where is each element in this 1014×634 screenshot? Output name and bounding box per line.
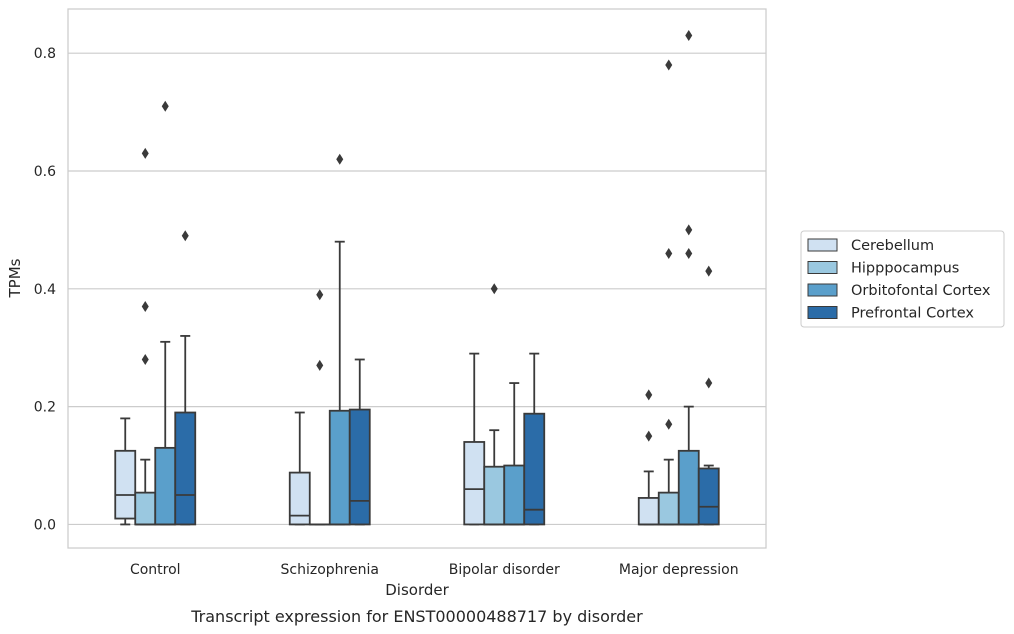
x-tick-labels: Control Schizophrenia Bipolar disorder Majo… bbox=[130, 562, 739, 578]
y-axis-title: TPMs bbox=[6, 258, 24, 298]
box-control-prefrontal-cortex bbox=[174, 230, 197, 526]
box-body bbox=[114, 449, 137, 520]
y-tick-label: 0.6 bbox=[34, 164, 56, 180]
outlier-point bbox=[685, 224, 693, 236]
x-tick-label: Schizophrenia bbox=[281, 562, 379, 578]
box-body bbox=[463, 441, 486, 526]
box-body bbox=[677, 449, 700, 526]
outlier-point bbox=[705, 377, 713, 389]
box-body bbox=[288, 471, 311, 526]
box-body bbox=[697, 467, 720, 526]
legend-frame bbox=[800, 230, 1005, 328]
x-tick-label: Control bbox=[130, 562, 181, 578]
outlier-point bbox=[665, 59, 673, 71]
outlier-point bbox=[141, 353, 149, 365]
box-body bbox=[523, 412, 546, 526]
y-tick-label: 0.0 bbox=[34, 517, 56, 533]
legend-swatch bbox=[807, 306, 838, 319]
box-body bbox=[328, 409, 351, 526]
box-body bbox=[174, 411, 197, 526]
outlier-point bbox=[161, 100, 169, 112]
box-body bbox=[483, 465, 506, 526]
outlier-point bbox=[705, 265, 713, 277]
outlier-point bbox=[645, 430, 653, 442]
y-tick-labels: 0.0 0.2 0.4 0.6 0.8 bbox=[34, 46, 56, 533]
box-body bbox=[348, 408, 371, 526]
box-bipolar-disorder-prefrontal-cortex bbox=[523, 352, 546, 526]
outlier-point bbox=[336, 153, 344, 165]
box-control-orbitofontal-cortex bbox=[154, 100, 177, 526]
box-body bbox=[637, 497, 660, 526]
legend-label: Hipppocampus bbox=[851, 261, 959, 277]
chart-caption: Transcript expression for ENST0000048871… bbox=[190, 607, 643, 626]
outlier-point bbox=[665, 247, 673, 259]
box-body bbox=[154, 446, 177, 526]
legend-label: Orbitofontal Cortex bbox=[851, 283, 991, 299]
legend-label: Cerebellum bbox=[851, 238, 934, 254]
box-schizophrenia-prefrontal-cortex bbox=[348, 358, 371, 526]
box-schizophrenia-hipppocampus bbox=[308, 289, 331, 526]
outlier-point bbox=[141, 300, 149, 312]
x-tick-label: Major depression bbox=[619, 562, 739, 578]
legend-swatch bbox=[807, 238, 838, 252]
x-tick-label: Bipolar disorder bbox=[449, 562, 560, 578]
box-schizophrenia-cerebellum bbox=[288, 411, 311, 526]
box-major-depression-orbitofontal-cortex bbox=[677, 30, 700, 526]
outlier-point bbox=[685, 30, 693, 42]
plot-frame bbox=[67, 8, 767, 549]
outlier-point bbox=[645, 389, 653, 401]
legend-swatch bbox=[807, 283, 838, 297]
box-body bbox=[657, 491, 680, 526]
outlier-point bbox=[685, 247, 693, 259]
box-control-hipppocampus bbox=[134, 147, 157, 526]
box-series-group bbox=[114, 30, 720, 526]
outlier-point bbox=[141, 147, 149, 159]
y-tick-label: 0.4 bbox=[34, 282, 56, 298]
legend: Cerebellum Hipppocampus Orbitofontal Corte… bbox=[800, 230, 1005, 328]
outlier-point bbox=[316, 289, 324, 301]
outlier-point bbox=[316, 359, 324, 371]
box-body bbox=[134, 491, 157, 526]
box-bipolar-disorder-orbitofontal-cortex bbox=[503, 382, 526, 526]
outlier-point bbox=[665, 418, 673, 430]
box-major-depression-prefrontal-cortex bbox=[697, 265, 720, 526]
outlier-point bbox=[181, 230, 189, 242]
legend-label: Prefrontal Cortex bbox=[851, 306, 974, 322]
box-body bbox=[503, 464, 526, 526]
y-tick-label: 0.2 bbox=[34, 400, 56, 416]
outlier-point bbox=[490, 283, 498, 295]
box-control-cerebellum bbox=[114, 417, 137, 526]
legend-swatch bbox=[807, 261, 838, 274]
x-axis-title: Disorder bbox=[385, 581, 449, 599]
y-tick-label: 0.8 bbox=[34, 46, 56, 62]
